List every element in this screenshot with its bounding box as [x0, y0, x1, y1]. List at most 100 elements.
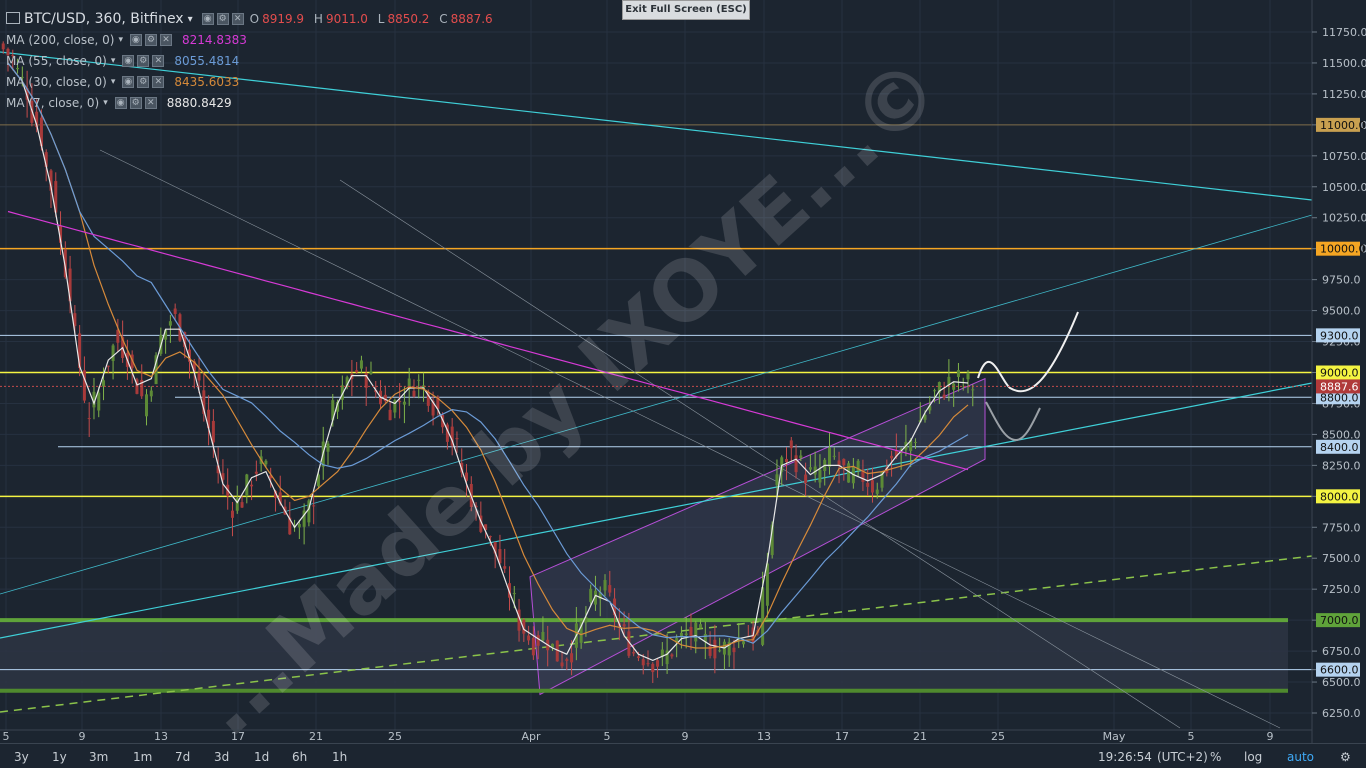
eye-icon[interactable]: ◉ — [114, 97, 127, 109]
candle-body — [842, 458, 846, 466]
candle-body — [536, 635, 540, 646]
candle-body — [302, 510, 306, 527]
candle-body — [49, 170, 53, 191]
range-6h[interactable]: 6h — [292, 750, 308, 764]
high-value: 9011.0 — [325, 12, 368, 26]
eye-icon[interactable]: ◉ — [201, 13, 214, 25]
chevron-down-icon[interactable]: ▾ — [118, 35, 123, 45]
settings-icon[interactable]: ⚙ — [216, 13, 229, 25]
level-badge-label: 9000.0 — [1320, 367, 1359, 380]
candle-body — [412, 390, 416, 397]
symbol-label[interactable]: BTC/USD, 360, Bitfinex — [24, 11, 184, 27]
range-1m[interactable]: 1m — [133, 750, 153, 764]
range-1d[interactable]: 1d — [254, 750, 270, 764]
chevron-down-icon[interactable]: ▾ — [110, 56, 116, 66]
trendline-lower — [0, 382, 1313, 639]
gear-icon[interactable]: ⚙ — [1340, 750, 1351, 764]
range-1y[interactable]: 1y — [52, 750, 67, 764]
percent-toggle[interactable]: % — [1210, 750, 1222, 764]
indicator-ma30: MA (30, close, 0) ▾ ◉ ⚙ ✕ 8435.6033 — [6, 73, 239, 91]
range-7d[interactable]: 7d — [175, 750, 191, 764]
close-icon[interactable]: ✕ — [152, 76, 165, 88]
settings-icon[interactable]: ⚙ — [144, 34, 157, 46]
candle-body — [837, 460, 841, 466]
candle-body — [675, 638, 679, 643]
bottom-toolbar: 3y 1y 3m 1m 7d 3d 1d 6h 1h 19:26:54 (UTC… — [0, 743, 1366, 768]
candle-body — [202, 390, 206, 414]
exit-fullscreen-button[interactable]: Exit Full Screen (ESC) — [622, 0, 750, 20]
candle-body — [59, 225, 63, 243]
x-tick-label: 5 — [1188, 730, 1195, 743]
range-1h[interactable]: 1h — [332, 750, 348, 764]
candle-body — [956, 370, 960, 377]
indicator-label[interactable]: MA (30, close, 0) — [6, 75, 107, 89]
candle-body — [230, 510, 234, 518]
close-icon[interactable]: ✕ — [144, 97, 157, 109]
y-tick-label: 10500.0 — [1322, 181, 1366, 194]
candle-body — [708, 646, 712, 656]
candle-body — [799, 455, 803, 459]
log-toggle[interactable]: log — [1244, 750, 1263, 764]
candle-body — [789, 440, 793, 449]
candle-body — [894, 450, 898, 457]
candle-body — [359, 360, 363, 369]
candle-body — [140, 379, 144, 397]
level-badge-label: 10000.0 — [1320, 243, 1366, 256]
candle-body — [312, 505, 316, 507]
candle-body — [455, 438, 459, 440]
candle-body — [732, 647, 736, 653]
candle-body — [493, 542, 497, 554]
settings-icon[interactable]: ⚙ — [137, 76, 150, 88]
range-3m[interactable]: 3m — [89, 750, 109, 764]
eye-icon[interactable]: ◉ — [122, 55, 135, 67]
candle-body — [818, 469, 822, 483]
indicator-label[interactable]: MA (200, close, 0) — [6, 33, 115, 47]
diag-line-2 — [339, 179, 1181, 729]
candle-body — [598, 592, 602, 600]
candle-body — [503, 566, 507, 569]
candle-body — [97, 392, 101, 411]
eye-icon[interactable]: ◉ — [129, 34, 142, 46]
candle-body — [646, 663, 650, 665]
settings-icon[interactable]: ⚙ — [137, 55, 150, 67]
candle-body — [622, 624, 626, 627]
candle-body — [880, 471, 884, 488]
ma7-line — [7, 62, 969, 662]
range-3y[interactable]: 3y — [14, 750, 29, 764]
indicator-label[interactable]: MA (55, close, 0) — [6, 54, 107, 68]
candle-body — [6, 48, 10, 56]
indicator-label[interactable]: MA (7, close, 0) — [6, 96, 100, 110]
chevron-down-icon[interactable]: ▾ — [103, 98, 108, 108]
close-icon[interactable]: ✕ — [152, 55, 165, 67]
close-icon[interactable]: ✕ — [159, 34, 172, 46]
candle-body — [870, 480, 874, 493]
y-tick-label: 7250.0 — [1322, 583, 1361, 596]
y-tick-label: 8500.0 — [1322, 428, 1361, 441]
range-3d[interactable]: 3d — [214, 750, 230, 764]
level-badge-label: 7000.0 — [1320, 614, 1359, 627]
candle-body — [827, 447, 831, 467]
candle-body — [207, 409, 211, 429]
x-tick-label: 9 — [1267, 730, 1274, 743]
settings-icon[interactable]: ⚙ — [129, 97, 142, 109]
chevron-down-icon[interactable]: ▾ — [187, 13, 193, 25]
close-icon[interactable]: ✕ — [231, 13, 244, 25]
candle-body — [684, 633, 688, 635]
eye-icon[interactable]: ◉ — [122, 76, 135, 88]
auto-toggle[interactable]: auto — [1287, 750, 1315, 764]
level-badge-label: 8800.0 — [1320, 391, 1359, 404]
candle-body — [20, 76, 24, 78]
candle-body — [775, 474, 779, 486]
candle-body — [173, 308, 177, 314]
level-badge — [1316, 241, 1360, 256]
candle-body — [465, 472, 469, 481]
candle-body — [35, 111, 39, 128]
open-value: 8919.9 — [262, 12, 305, 26]
candle-body — [479, 515, 483, 532]
timezone-label[interactable]: (UTC+2) — [1157, 750, 1208, 764]
chevron-down-icon[interactable]: ▾ — [110, 77, 116, 87]
y-tick-label: 7750.0 — [1322, 521, 1361, 534]
candle-body — [25, 88, 29, 100]
menu-icon[interactable] — [6, 12, 20, 24]
